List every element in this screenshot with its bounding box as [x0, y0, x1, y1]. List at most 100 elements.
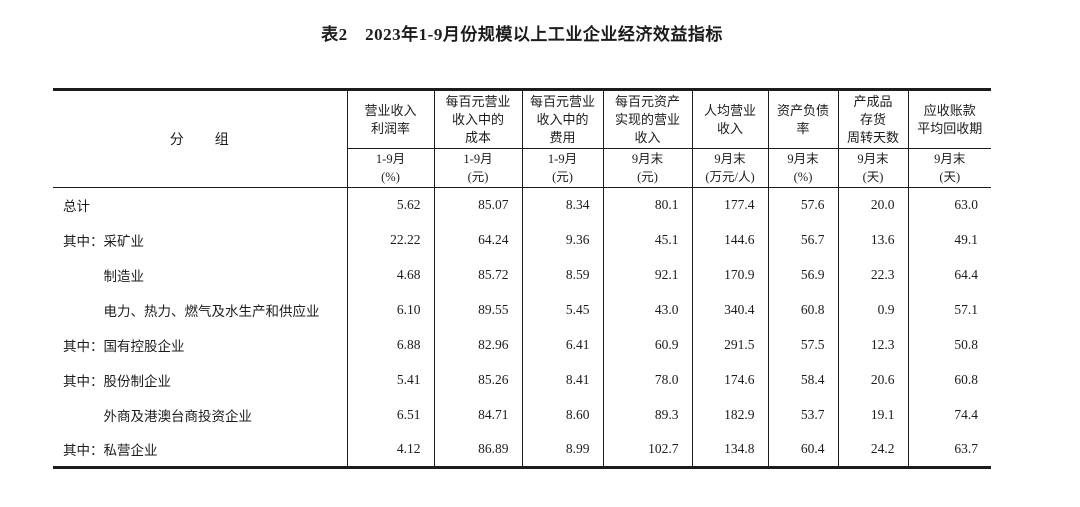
value-cell: 0.9: [837, 292, 908, 328]
row-label: 其中：私营企业: [53, 433, 347, 468]
table-row-total: 总计 5.62 85.07 8.34 80.1 177.4 57.6 20.0 …: [53, 187, 991, 223]
row-label-prefix: 其中：: [63, 443, 104, 459]
value-cell: 4.12: [346, 432, 434, 468]
value-cell: 8.60: [521, 397, 603, 433]
value-cell: 8.59: [521, 257, 603, 293]
row-label-name: 私营企业: [103, 443, 158, 459]
economic-indicators-table: 分 组 营业收入 利润率 每百元营业 收入中的 成本 每百元营业 收入中的 费用…: [53, 88, 991, 469]
row-label-prefix: [63, 304, 104, 319]
row-label: 制造业: [53, 258, 347, 293]
value-cell: 64.4: [907, 257, 991, 293]
header-row-units: 1-9月 (%) 1-9月 (元) 1-9月 (元) 9月末 (元) 9月末 (…: [53, 148, 991, 188]
value-cell: 291.5: [691, 327, 768, 363]
unit-cell: 9月末 (%): [767, 148, 838, 188]
row-label: 其中：采矿业: [53, 223, 347, 258]
value-cell: 174.6: [691, 362, 768, 398]
value-cell: 85.72: [433, 257, 522, 293]
row-label-prefix: 其中：: [63, 374, 104, 389]
value-cell: 22.22: [346, 222, 434, 258]
page-title: 表2 2023年1-9月份规模以上工业企业经济效益指标: [321, 25, 723, 44]
value-cell: 43.0: [602, 292, 692, 328]
value-cell: 78.0: [602, 362, 692, 398]
value-cell: 24.2: [837, 432, 908, 468]
value-cell: 82.96: [433, 327, 522, 363]
column-header-revenue-per-asset: 每百元资产 实现的营业 收入: [602, 89, 692, 149]
value-cell: 57.5: [767, 327, 838, 363]
value-cell: 45.1: [602, 222, 692, 258]
value-cell: 5.45: [521, 292, 603, 328]
value-cell: 85.07: [433, 187, 522, 223]
value-cell: 20.6: [837, 362, 908, 398]
value-cell: 5.41: [346, 362, 434, 398]
column-header-profit-rate: 营业收入 利润率: [347, 89, 434, 149]
value-cell: 80.1: [602, 187, 692, 223]
value-cell: 177.4: [691, 187, 768, 223]
unit-cell: 9月末 (元): [602, 148, 692, 188]
value-cell: 85.26: [433, 362, 522, 398]
value-cell: 60.4: [767, 432, 838, 468]
value-cell: 58.4: [767, 362, 838, 398]
column-header-receivable-period: 应收账款 平均回收期: [907, 89, 991, 149]
table-row-state-owned: 其中：国有控股企业 6.88 82.96 6.41 60.9 291.5 57.…: [53, 327, 991, 363]
row-label-name: 国有控股企业: [103, 339, 185, 354]
value-cell: 13.6: [837, 222, 908, 258]
row-label-name: 股份制企业: [103, 374, 172, 389]
value-cell: 9.36: [521, 222, 603, 258]
value-cell: 6.10: [346, 292, 434, 328]
row-label-prefix: [63, 409, 104, 424]
unit-cell: 9月末 (天): [837, 148, 908, 188]
value-cell: 60.8: [907, 362, 991, 398]
value-cell: 134.8: [691, 432, 768, 468]
column-header-revenue-per-capita: 人均营业 收入: [691, 89, 768, 149]
column-header-inventory-days: 产成品 存货 周转天数: [837, 89, 908, 149]
row-label-prefix: 其中：: [63, 339, 104, 354]
row-label-name: 总计: [63, 199, 90, 215]
row-label: 外商及港澳台商投资企业: [53, 398, 347, 433]
value-cell: 5.62: [346, 187, 434, 223]
value-cell: 63.7: [907, 432, 991, 468]
column-header-cost: 每百元营业 收入中的 成本: [433, 89, 522, 149]
unit-cell: 9月末 (万元/人): [691, 148, 768, 188]
value-cell: 92.1: [602, 257, 692, 293]
value-cell: 57.6: [767, 187, 838, 223]
value-cell: 74.4: [907, 397, 991, 433]
column-header-debt-ratio: 资产负债 率: [767, 89, 838, 149]
value-cell: 6.88: [346, 327, 434, 363]
row-label-name: 采矿业: [103, 234, 145, 249]
value-cell: 86.89: [433, 432, 522, 468]
unit-cell: 1-9月 (元): [521, 148, 603, 188]
unit-cell: 1-9月 (元): [433, 148, 522, 188]
value-cell: 182.9: [691, 397, 768, 433]
value-cell: 49.1: [907, 222, 991, 258]
value-cell: 170.9: [691, 257, 768, 293]
value-cell: 340.4: [691, 292, 768, 328]
value-cell: 57.1: [907, 292, 991, 328]
value-cell: 8.99: [521, 432, 603, 468]
value-cell: 19.1: [837, 397, 908, 433]
value-cell: 12.3: [837, 327, 908, 363]
value-cell: 22.3: [837, 257, 908, 293]
group-header-cell: 分 组: [53, 89, 348, 188]
column-header-expense: 每百元营业 收入中的 费用: [521, 89, 603, 149]
value-cell: 89.55: [433, 292, 522, 328]
row-label-prefix: [63, 269, 104, 284]
value-cell: 64.24: [433, 222, 522, 258]
value-cell: 56.7: [767, 222, 838, 258]
value-cell: 60.8: [767, 292, 838, 328]
table-row-private: 其中：私营企业 4.12 86.89 8.99 102.7 134.8 60.4…: [53, 432, 991, 468]
row-label: 其中：国有控股企业: [53, 328, 347, 363]
value-cell: 20.0: [837, 187, 908, 223]
unit-cell: 1-9月 (%): [347, 148, 434, 188]
value-cell: 60.9: [602, 327, 692, 363]
value-cell: 6.41: [521, 327, 603, 363]
row-label: 总计: [53, 188, 347, 223]
table-row-manufacturing: 制造业 4.68 85.72 8.59 92.1 170.9 56.9 22.3…: [53, 257, 991, 293]
header-row-titles: 分 组 营业收入 利润率 每百元营业 收入中的 成本 每百元营业 收入中的 费用…: [53, 89, 991, 188]
row-label-prefix: 其中：: [63, 234, 104, 249]
value-cell: 63.0: [907, 187, 991, 223]
value-cell: 8.41: [521, 362, 603, 398]
row-label: 电力、热力、燃气及水生产和供应业: [53, 293, 347, 328]
table-row-utilities: 电力、热力、燃气及水生产和供应业 6.10 89.55 5.45 43.0 34…: [53, 292, 991, 328]
unit-cell: 9月末 (天): [907, 148, 991, 188]
